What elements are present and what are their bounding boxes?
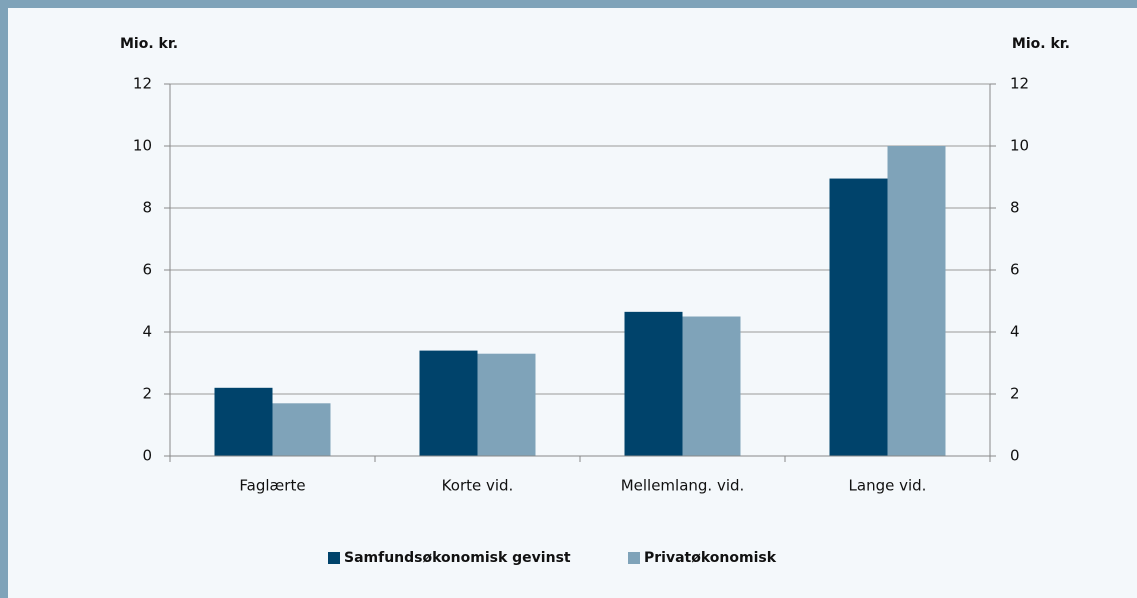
y2-tick-label: 8 (1010, 199, 1020, 217)
bar (887, 146, 946, 456)
legend-swatch (628, 552, 640, 564)
bar (829, 178, 888, 457)
y2-tick-label: 12 (1010, 75, 1029, 93)
x-tick-label: Lange vid. (849, 477, 927, 495)
y-tick-label: 0 (142, 447, 152, 465)
y2-tick-label: 4 (1010, 323, 1020, 341)
y2-tick-label: 6 (1010, 261, 1020, 279)
legend-label: Samfundsøkonomisk gevinst (344, 550, 571, 566)
y-tick-label: 12 (133, 75, 152, 93)
legend-swatch (328, 552, 340, 564)
bar (272, 403, 331, 456)
top-frame (0, 0, 1137, 8)
legend-label: Privatøkonomisk (644, 550, 777, 566)
y2-tick-label: 2 (1010, 385, 1020, 403)
x-tick-label: Mellemlang. vid. (621, 477, 745, 495)
y-tick-label: 2 (142, 385, 152, 403)
y-tick-label: 4 (142, 323, 152, 341)
x-tick-label: Faglærte (239, 477, 305, 495)
bar (477, 353, 536, 456)
x-tick-label: Korte vid. (442, 477, 514, 495)
y-tick-label: 10 (133, 137, 152, 155)
y2-tick-label: 0 (1010, 447, 1020, 465)
y2-axis-label: Mio. kr. (1012, 36, 1070, 52)
bar (419, 350, 478, 456)
y2-tick-label: 10 (1010, 137, 1029, 155)
bar (682, 316, 741, 456)
left-frame (0, 0, 8, 598)
y-axis-label: Mio. kr. (120, 36, 178, 52)
y-tick-label: 8 (142, 199, 152, 217)
bar (214, 387, 273, 456)
bar (624, 311, 683, 456)
y-tick-label: 6 (142, 261, 152, 279)
